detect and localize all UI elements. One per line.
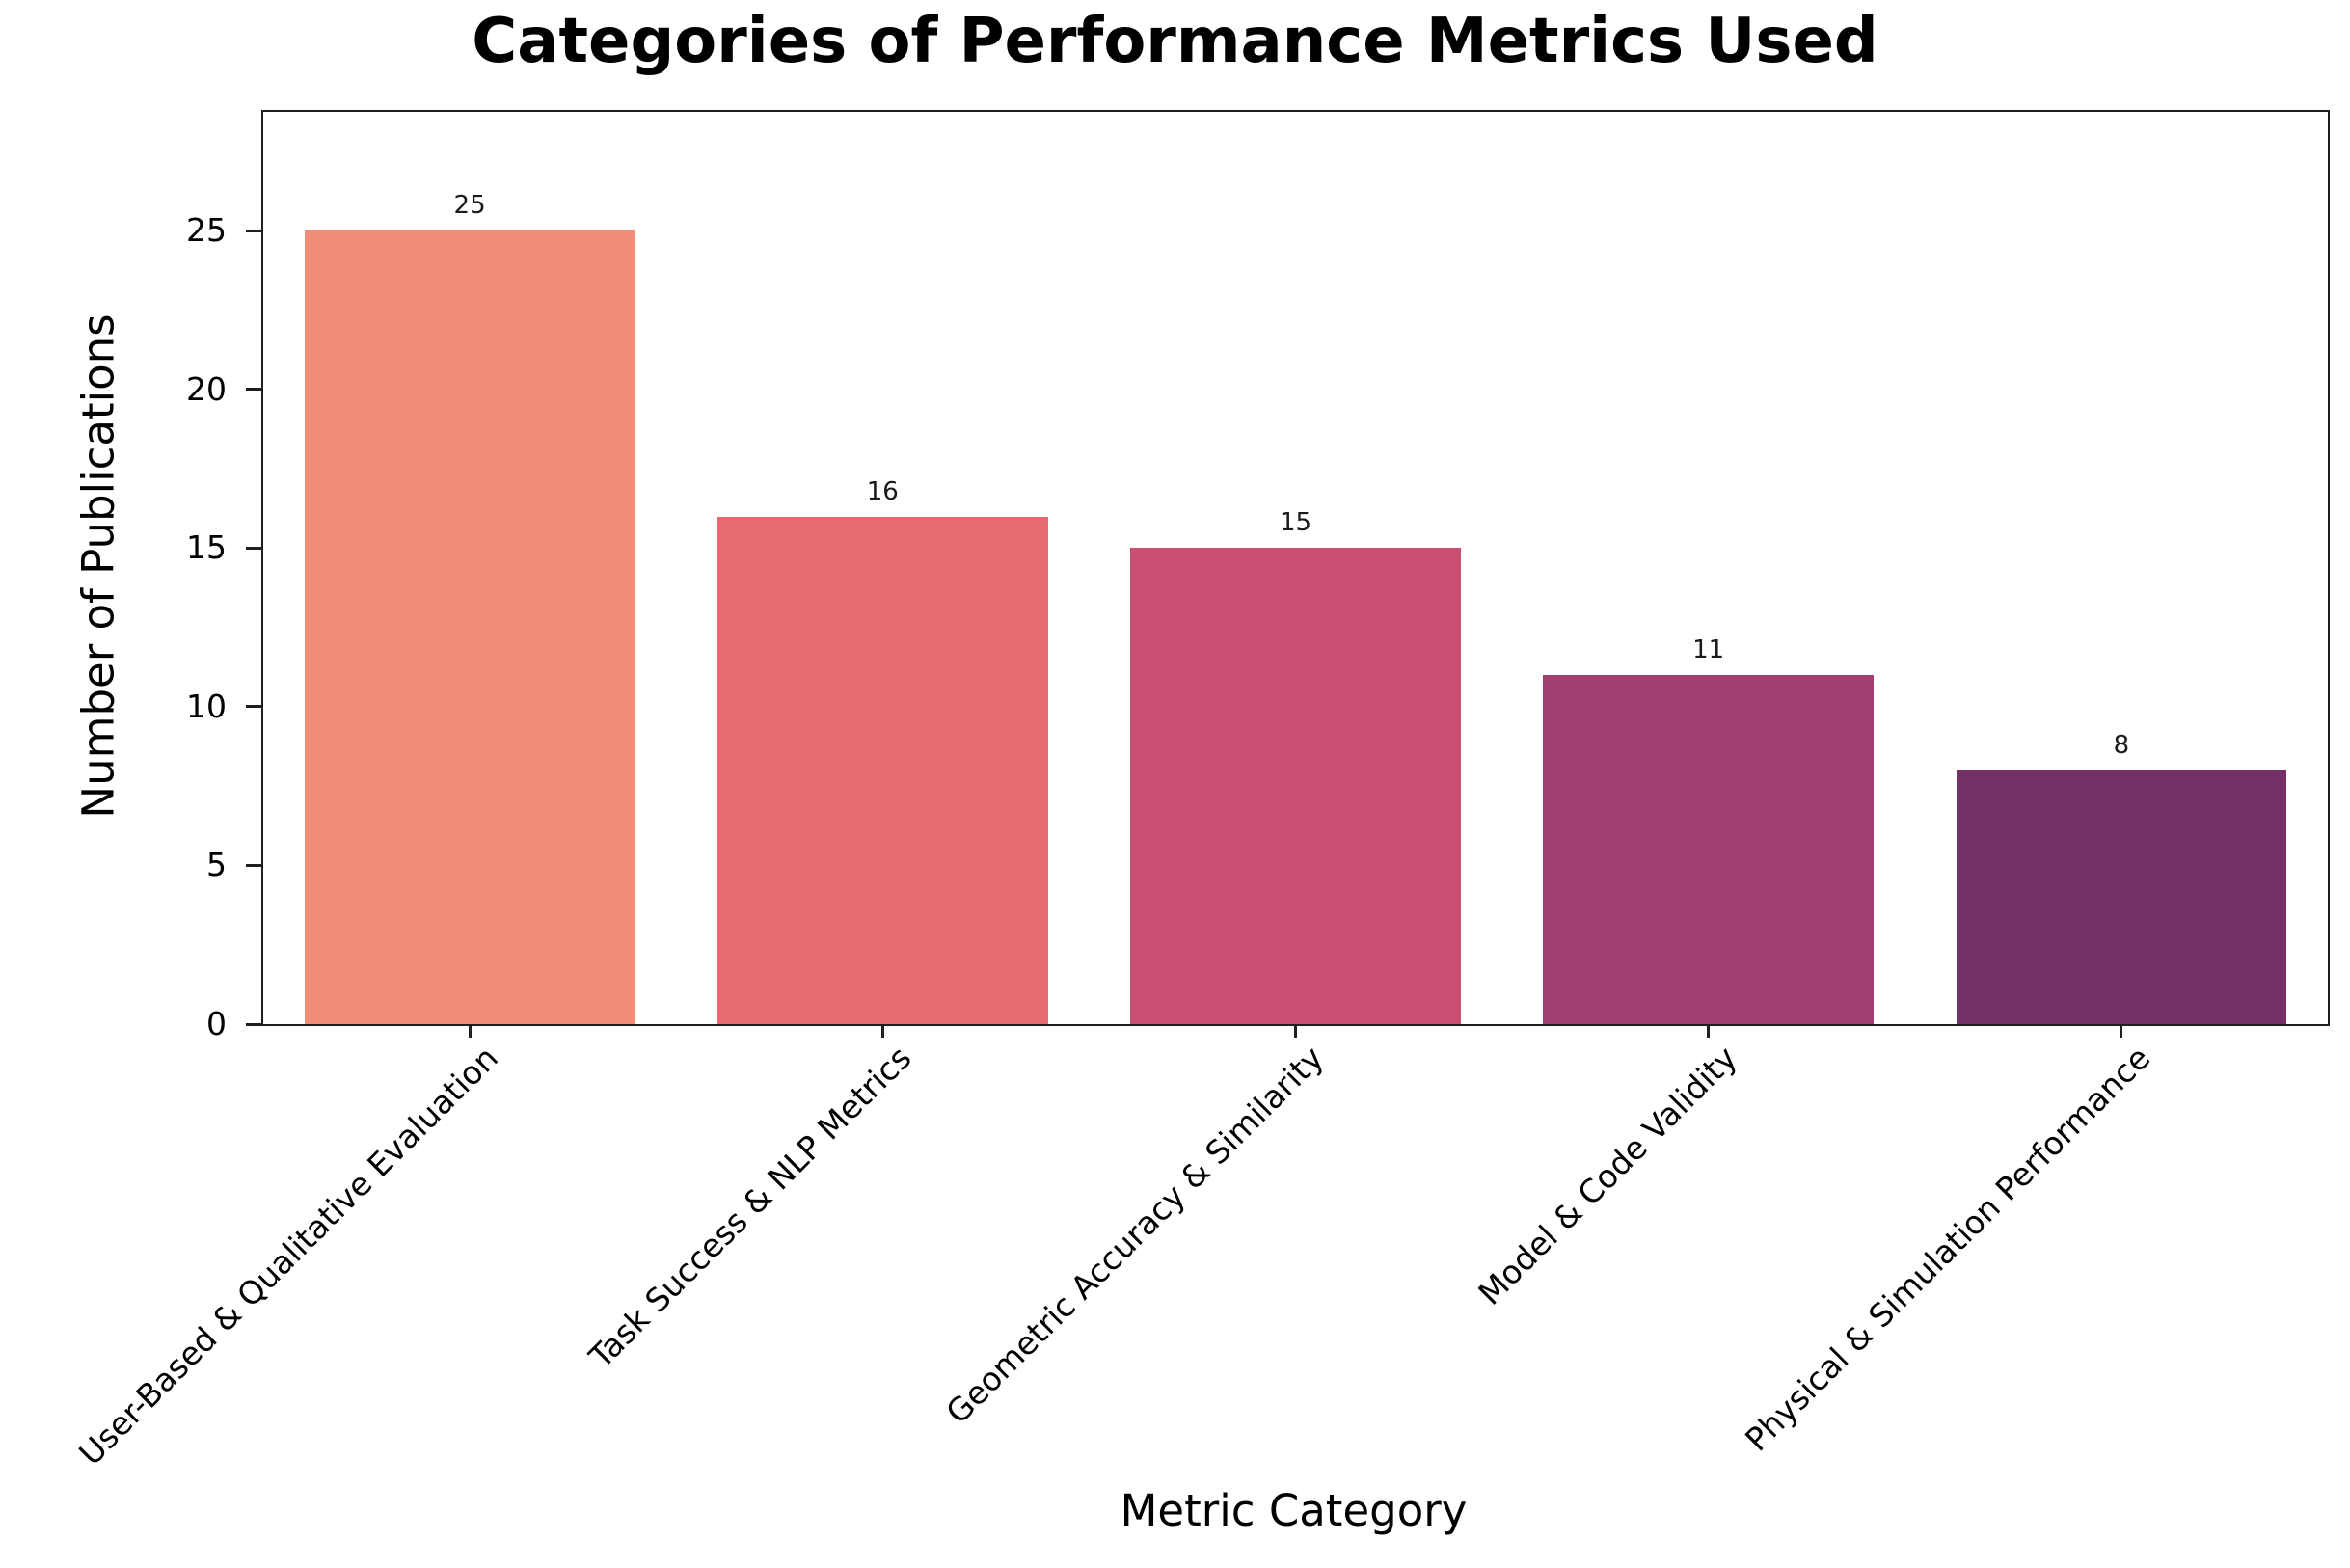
bar <box>1956 770 2287 1024</box>
x-axis-label: Metric Category <box>1120 1485 1468 1536</box>
y-tick-label: 25 <box>186 211 227 250</box>
y-tick-mark <box>246 863 261 867</box>
bar-value-label: 8 <box>2113 730 2130 760</box>
x-tick-label: User-Based & Qualitative Evaluation <box>71 1039 505 1473</box>
y-tick-mark <box>246 546 261 550</box>
x-tick-mark <box>880 1024 884 1038</box>
bar <box>1543 675 1874 1024</box>
bar-value-label: 25 <box>453 191 486 221</box>
y-tick-mark <box>246 1022 261 1026</box>
x-tick-label: Physical & Simulation Performance <box>1737 1039 2157 1459</box>
y-axis-label: Number of Publications <box>72 313 124 819</box>
x-tick-mark <box>2120 1024 2123 1038</box>
x-tick-mark <box>1707 1024 1711 1038</box>
y-tick-label: 10 <box>186 687 227 725</box>
plot-area: 0 5 10 15 20 25 25 User-Based & Qualitative Eva… <box>71 110 2330 1473</box>
y-tick-mark <box>246 229 261 232</box>
bar-value-label: 11 <box>1692 635 1725 665</box>
x-tick-label: Task Success & NLP Metrics <box>581 1039 919 1376</box>
y-tick-mark <box>246 388 261 392</box>
x-tick-mark <box>468 1024 472 1038</box>
y-tick-label: 0 <box>206 1005 227 1042</box>
x-tick-mark <box>1294 1024 1297 1038</box>
chart-title: Categories of Performance Metrics Used <box>472 6 1878 77</box>
y-tick-label: 15 <box>186 528 227 567</box>
x-tick-label: Geometric Accuracy & Similarity <box>938 1039 1332 1432</box>
bar-value-label: 16 <box>866 476 899 506</box>
bar-value-label: 15 <box>1279 508 1312 538</box>
y-tick-mark <box>246 705 261 709</box>
bar <box>717 516 1048 1024</box>
y-tick-label: 5 <box>206 846 227 884</box>
bar <box>304 230 635 1024</box>
x-tick-label: Model & Code Validity <box>1471 1039 1744 1312</box>
bar <box>1130 548 1461 1024</box>
y-tick-label: 20 <box>186 369 227 408</box>
